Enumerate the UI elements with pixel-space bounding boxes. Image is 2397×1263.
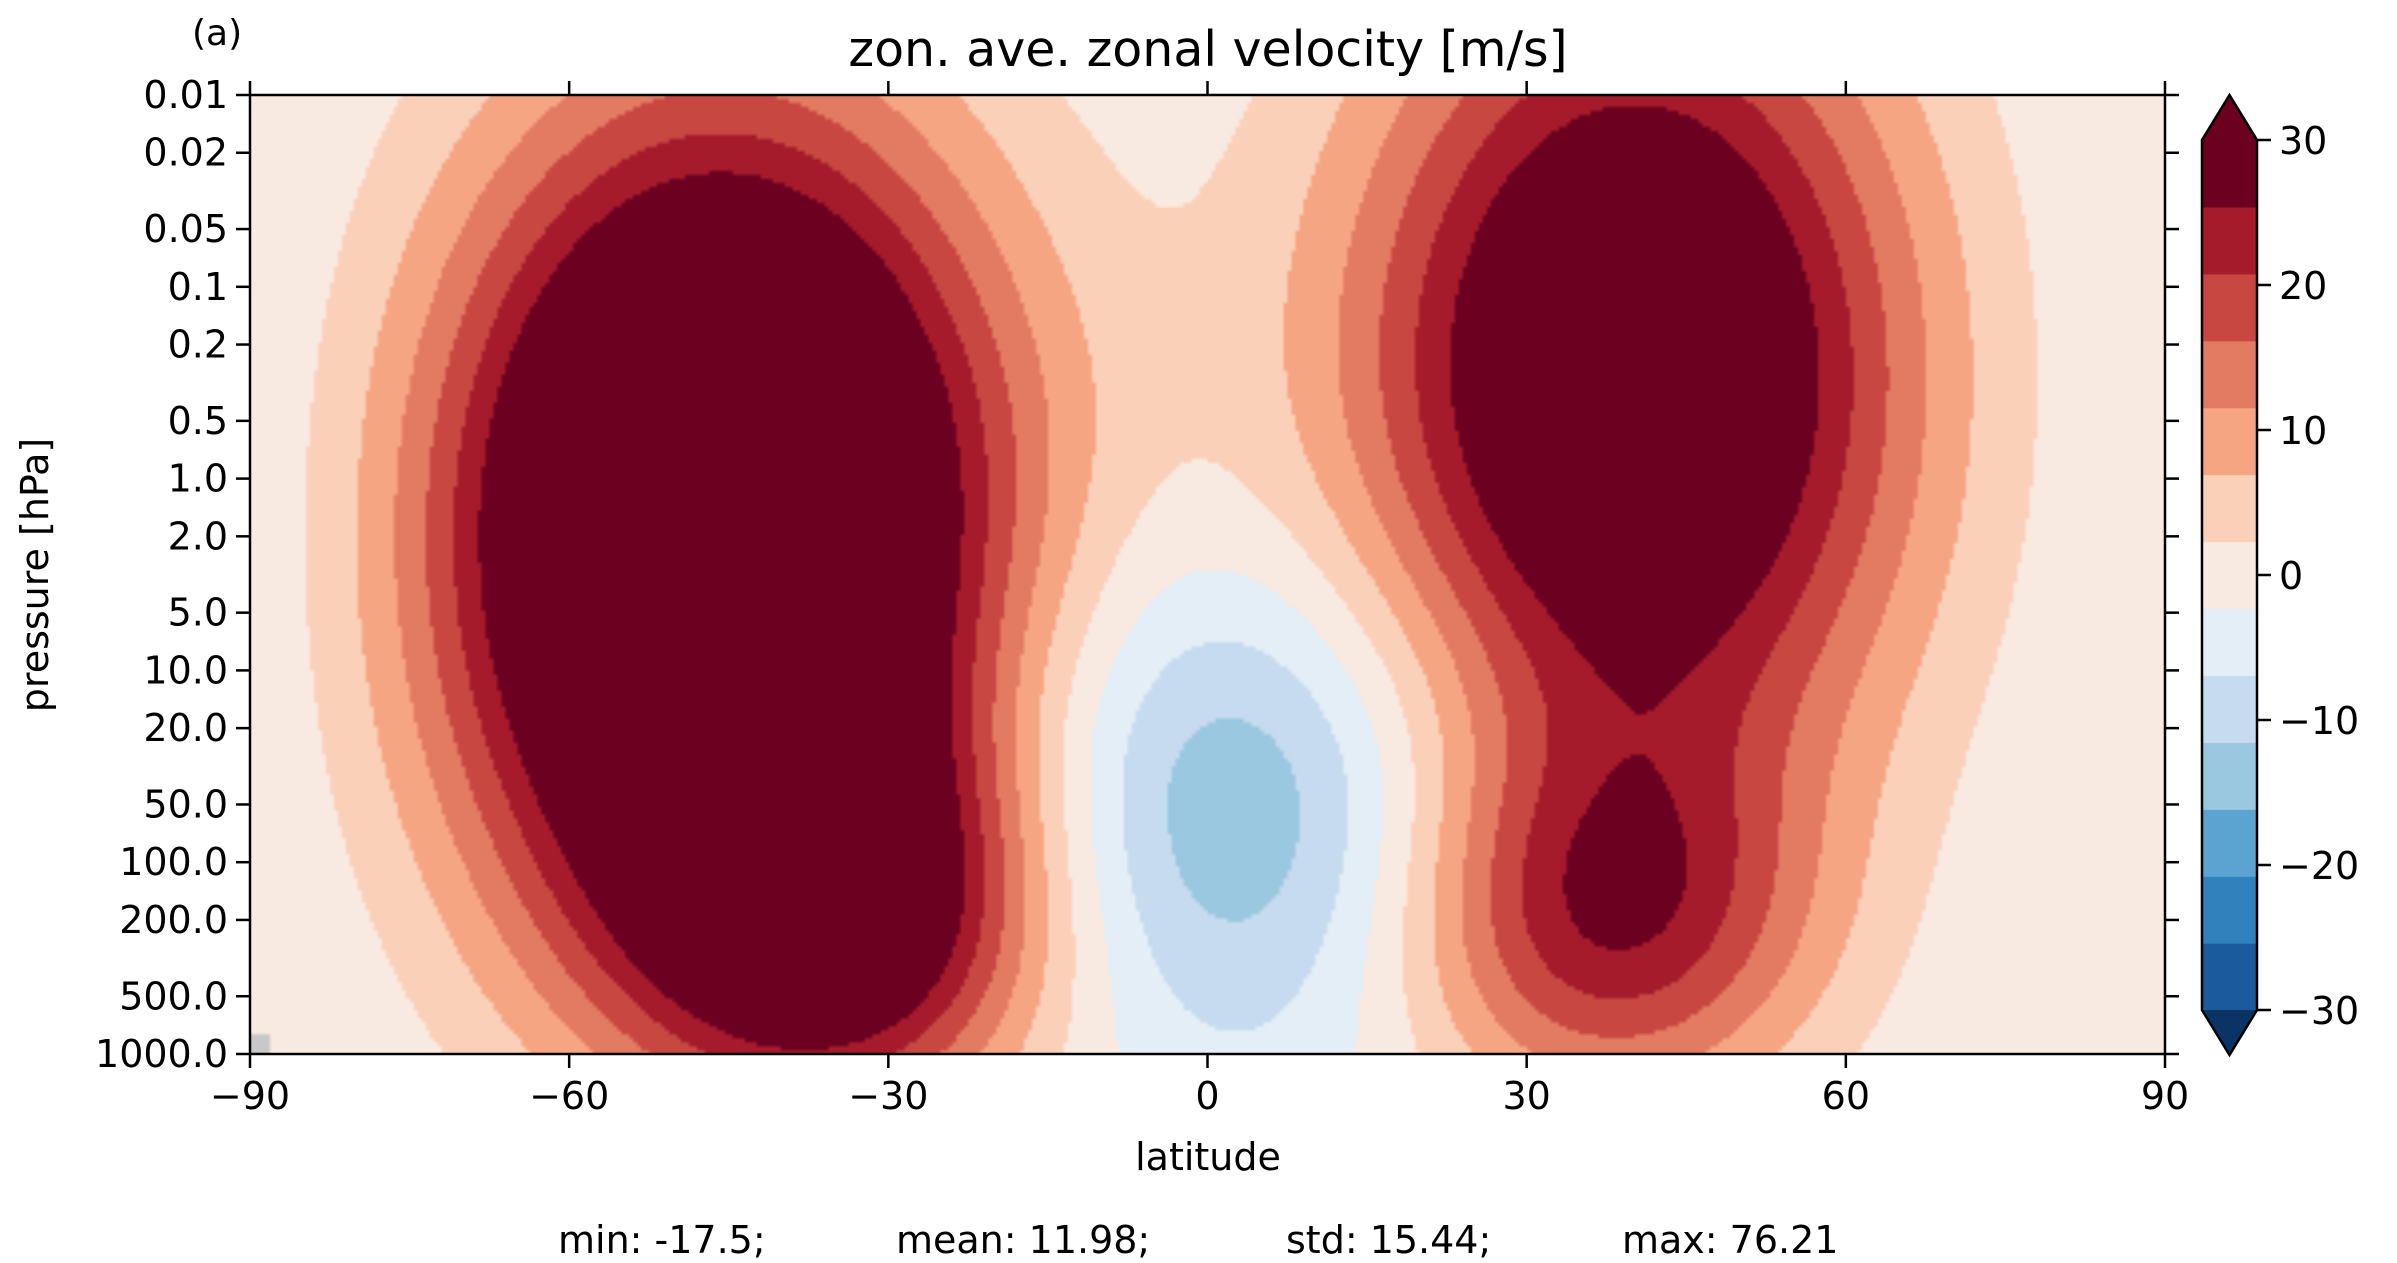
colorbar-extend-top: [2202, 95, 2257, 140]
y-tick-label: 0.01: [143, 73, 228, 117]
x-tick-label: 30: [1502, 1074, 1550, 1118]
x-axis-label: latitude: [1135, 1135, 1281, 1179]
y-tick-label: 20.0: [143, 706, 228, 750]
x-axis: −90 −60 −30 0 30 60 90: [210, 81, 2189, 1118]
colorbar-band: [2202, 608, 2257, 676]
stat-max: max: 76.21: [1622, 1218, 1838, 1262]
colorbar-tick-label: −10: [2279, 699, 2359, 743]
colorbar-band: [2202, 140, 2257, 208]
y-tick-label: 500.0: [119, 974, 228, 1018]
colorbar-tick-label: 0: [2279, 554, 2303, 598]
x-tick-label: −60: [529, 1074, 609, 1118]
colorbar-band: [2202, 541, 2257, 610]
stat-mean: mean: 11.98;: [896, 1218, 1150, 1262]
y-tick-label: 0.5: [168, 399, 228, 443]
colorbar-tick-label: 30: [2279, 119, 2327, 163]
y-tick-label: 5.0: [168, 591, 228, 635]
y-axis: 0.01 0.02 0.05 0.1 0.2 0.5 1.0 2.0 5.0 10.0 20.0 50…: [95, 73, 2179, 1076]
colorbar-tick-label: −20: [2279, 844, 2359, 888]
colorbar-band: [2202, 273, 2257, 342]
y-tick-label: 0.05: [143, 207, 228, 251]
x-tick-label: 0: [1195, 1074, 1219, 1118]
x-tick-label: −30: [848, 1074, 928, 1118]
contour-image: [250, 95, 2165, 1054]
y-tick-label: 0.1: [168, 265, 228, 309]
colorbar-band: [2202, 407, 2257, 476]
colorbar-extend-bottom: [2202, 1010, 2257, 1055]
y-tick-label: 1.0: [168, 457, 228, 501]
y-tick-label: 2.0: [168, 514, 228, 558]
x-tick-label: −90: [210, 1074, 290, 1118]
y-tick-label: 1000.0: [95, 1032, 228, 1076]
y-tick-label: 10.0: [143, 648, 228, 692]
colorbar-band: [2202, 943, 2257, 1011]
colorbar-band: [2202, 474, 2257, 543]
stat-min: min: -17.5;: [558, 1218, 766, 1262]
chart-title: zon. ave. zonal velocity [m/s]: [848, 21, 1567, 78]
colorbar-band: [2202, 340, 2257, 409]
x-tick-label: 60: [1822, 1074, 1870, 1118]
colorbar-band: [2202, 742, 2257, 810]
contour-field: [250, 95, 2165, 1054]
y-tick-label: 100.0: [119, 840, 228, 884]
y-tick-label: 200.0: [119, 898, 228, 942]
x-tick-label: 90: [2141, 1074, 2189, 1118]
y-tick-label: 50.0: [143, 782, 228, 826]
colorbar-tick-label: −30: [2279, 989, 2359, 1033]
stat-std: std: 15.44;: [1286, 1218, 1491, 1262]
panel-label: (a): [192, 13, 242, 54]
colorbar-tick-label: 10: [2279, 409, 2327, 453]
y-tick-label: 0.2: [168, 323, 228, 367]
y-tick-label: 0.02: [143, 131, 228, 175]
colorbar: 30 20 10 0 −10 −20 −30: [2200, 92, 2359, 1058]
colorbar-band: [2202, 809, 2257, 877]
colorbar-band: [2202, 876, 2257, 944]
y-axis-label: pressure [hPa]: [13, 438, 57, 712]
colorbar-tick-label: 20: [2279, 264, 2327, 308]
colorbar-band: [2202, 675, 2257, 743]
colorbar-band: [2202, 206, 2257, 275]
